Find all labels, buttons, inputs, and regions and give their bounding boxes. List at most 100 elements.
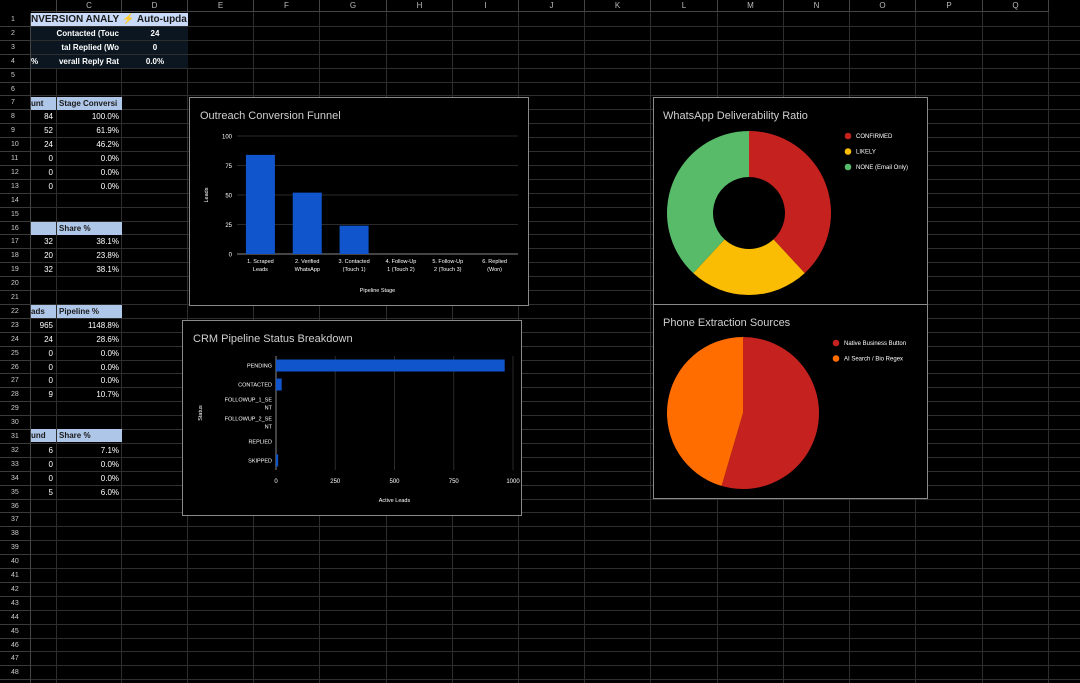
pipeline-count-cell[interactable]: 24 [44,335,53,344]
column-header[interactable]: L [651,0,718,12]
share-count-cell[interactable]: 32 [44,237,53,246]
row-header[interactable]: 41 [0,569,31,583]
column-header[interactable]: C [57,0,122,12]
pipeline-leads-header[interactable]: ads [31,305,56,318]
row-header[interactable]: 38 [0,527,31,541]
row-header[interactable]: 5 [0,69,31,83]
pipeline-pct-cell[interactable]: 0.0% [100,349,119,358]
row-header[interactable]: 33 [0,458,31,472]
stage-count-cell[interactable]: 0 [48,168,53,177]
funnel-chart[interactable]: Outreach Conversion Funnel 0 25 50 75 100 1. … [189,97,529,306]
row-header[interactable]: 43 [0,597,31,611]
stage-pct-cell[interactable]: 61.9% [96,126,119,135]
row-header[interactable]: 32 [0,444,31,458]
total-replied-value-cell[interactable]: 0 [122,41,188,54]
contacted-label-cell[interactable]: Contacted (Touc [31,27,122,40]
pipeline-pct-cell[interactable]: 1148.8% [88,321,119,330]
share-count-cell[interactable]: 32 [44,265,53,274]
column-header[interactable]: E [188,0,254,12]
pipeline-pct-cell[interactable]: 0.0% [100,376,119,385]
stage-pct-cell[interactable]: 0.0% [100,154,119,163]
row-header[interactable]: 46 [0,639,31,652]
row-header[interactable]: 19 [0,263,31,277]
total-replied-label-cell[interactable]: tal Replied (Wo [31,41,122,54]
row-header[interactable]: 18 [0,249,31,263]
stage-pct-cell[interactable]: 0.0% [100,182,119,191]
column-header[interactable]: Q [983,0,1049,12]
deliverability-chart[interactable]: WhatsApp Deliverability Ratio CONFIRMED L… [653,97,928,305]
pipeline-pct-cell[interactable]: 0.0% [100,363,119,372]
row-header[interactable]: 14 [0,194,31,208]
column-header[interactable]: O [850,0,916,12]
stage-pct-cell[interactable]: 0.0% [100,168,119,177]
source-share-header[interactable]: Share % [57,429,122,442]
phone-sources-chart[interactable]: Phone Extraction Sources Native Business… [653,304,928,499]
row-header[interactable]: 49 [0,680,31,683]
source-count-cell[interactable]: 0 [48,460,53,469]
row-header[interactable]: 45 [0,625,31,639]
overall-reply-row[interactable]: % verall Reply Rat [31,55,122,68]
row-header[interactable]: 44 [0,611,31,625]
row-header[interactable]: 1 [0,13,31,27]
row-header[interactable]: 26 [0,361,31,374]
share-header[interactable]: Share % [57,222,122,235]
row-header[interactable]: 15 [0,208,31,222]
row-header[interactable]: 35 [0,486,31,500]
stage-conversion-header[interactable]: Stage Conversi [57,97,122,110]
pipeline-pct-cell[interactable]: 10.7% [96,390,119,399]
row-header[interactable]: 20 [0,277,31,291]
pipeline-pct-cell[interactable]: 28.6% [96,335,119,344]
row-header[interactable]: 16 [0,222,31,235]
row-header[interactable]: 34 [0,472,31,486]
column-header[interactable]: H [387,0,453,12]
row-header[interactable]: 6 [0,83,31,96]
column-header[interactable]: G [320,0,387,12]
column-header[interactable]: N [784,0,850,12]
pipeline-count-cell[interactable]: 0 [48,376,53,385]
row-header[interactable]: 31 [0,430,31,444]
row-header[interactable]: 36 [0,500,31,513]
row-header[interactable]: 48 [0,666,31,680]
row-header[interactable]: 28 [0,388,31,402]
row-header[interactable]: 47 [0,652,31,666]
column-header[interactable]: P [916,0,983,12]
contacted-value-cell[interactable]: 24 [122,27,188,40]
stage-count-cell[interactable]: 84 [44,112,53,121]
source-pct-cell[interactable]: 0.0% [100,460,119,469]
source-pct-cell[interactable]: 6.0% [100,488,119,497]
crm-chart[interactable]: CRM Pipeline Status Breakdown 0 250 500 750… [182,320,522,516]
row-header[interactable]: 27 [0,374,31,388]
column-header[interactable]: I [453,0,519,12]
pipeline-count-cell[interactable]: 9 [48,390,53,399]
source-count-cell[interactable]: 6 [48,446,53,455]
column-header[interactable]: J [519,0,585,12]
row-header[interactable]: 10 [0,138,31,152]
row-header[interactable]: 23 [0,319,31,333]
column-header[interactable]: M [718,0,784,12]
source-pct-cell[interactable]: 0.0% [100,474,119,483]
row-header[interactable]: 11 [0,152,31,166]
pipeline-count-cell[interactable]: 0 [48,363,53,372]
auto-update-cell[interactable]: ⚡ Auto-upda [122,13,188,26]
row-header[interactable]: 25 [0,347,31,361]
share-pct-cell[interactable]: 38.1% [96,237,119,246]
source-count-cell[interactable]: 5 [48,488,53,497]
source-count-header[interactable]: und [31,429,56,442]
share-pct-cell[interactable]: 23.8% [96,251,119,260]
row-header[interactable]: 37 [0,513,31,527]
stage-count-cell[interactable]: 24 [44,140,53,149]
pipeline-count-cell[interactable]: 0 [48,349,53,358]
row-header[interactable]: 8 [0,110,31,124]
overall-reply-value-cell[interactable]: 0.0% [122,55,188,68]
share-count-cell[interactable]: 20 [44,251,53,260]
column-header[interactable] [31,0,57,12]
row-header[interactable]: 29 [0,402,31,416]
row-header[interactable]: 22 [0,305,31,319]
source-pct-cell[interactable]: 7.1% [100,446,119,455]
row-header[interactable]: 21 [0,291,31,305]
row-header[interactable]: 4 [0,55,31,69]
row-header[interactable]: 17 [0,235,31,249]
stage-pct-cell[interactable]: 100.0% [91,112,119,121]
stage-count-cell[interactable]: 0 [48,182,53,191]
